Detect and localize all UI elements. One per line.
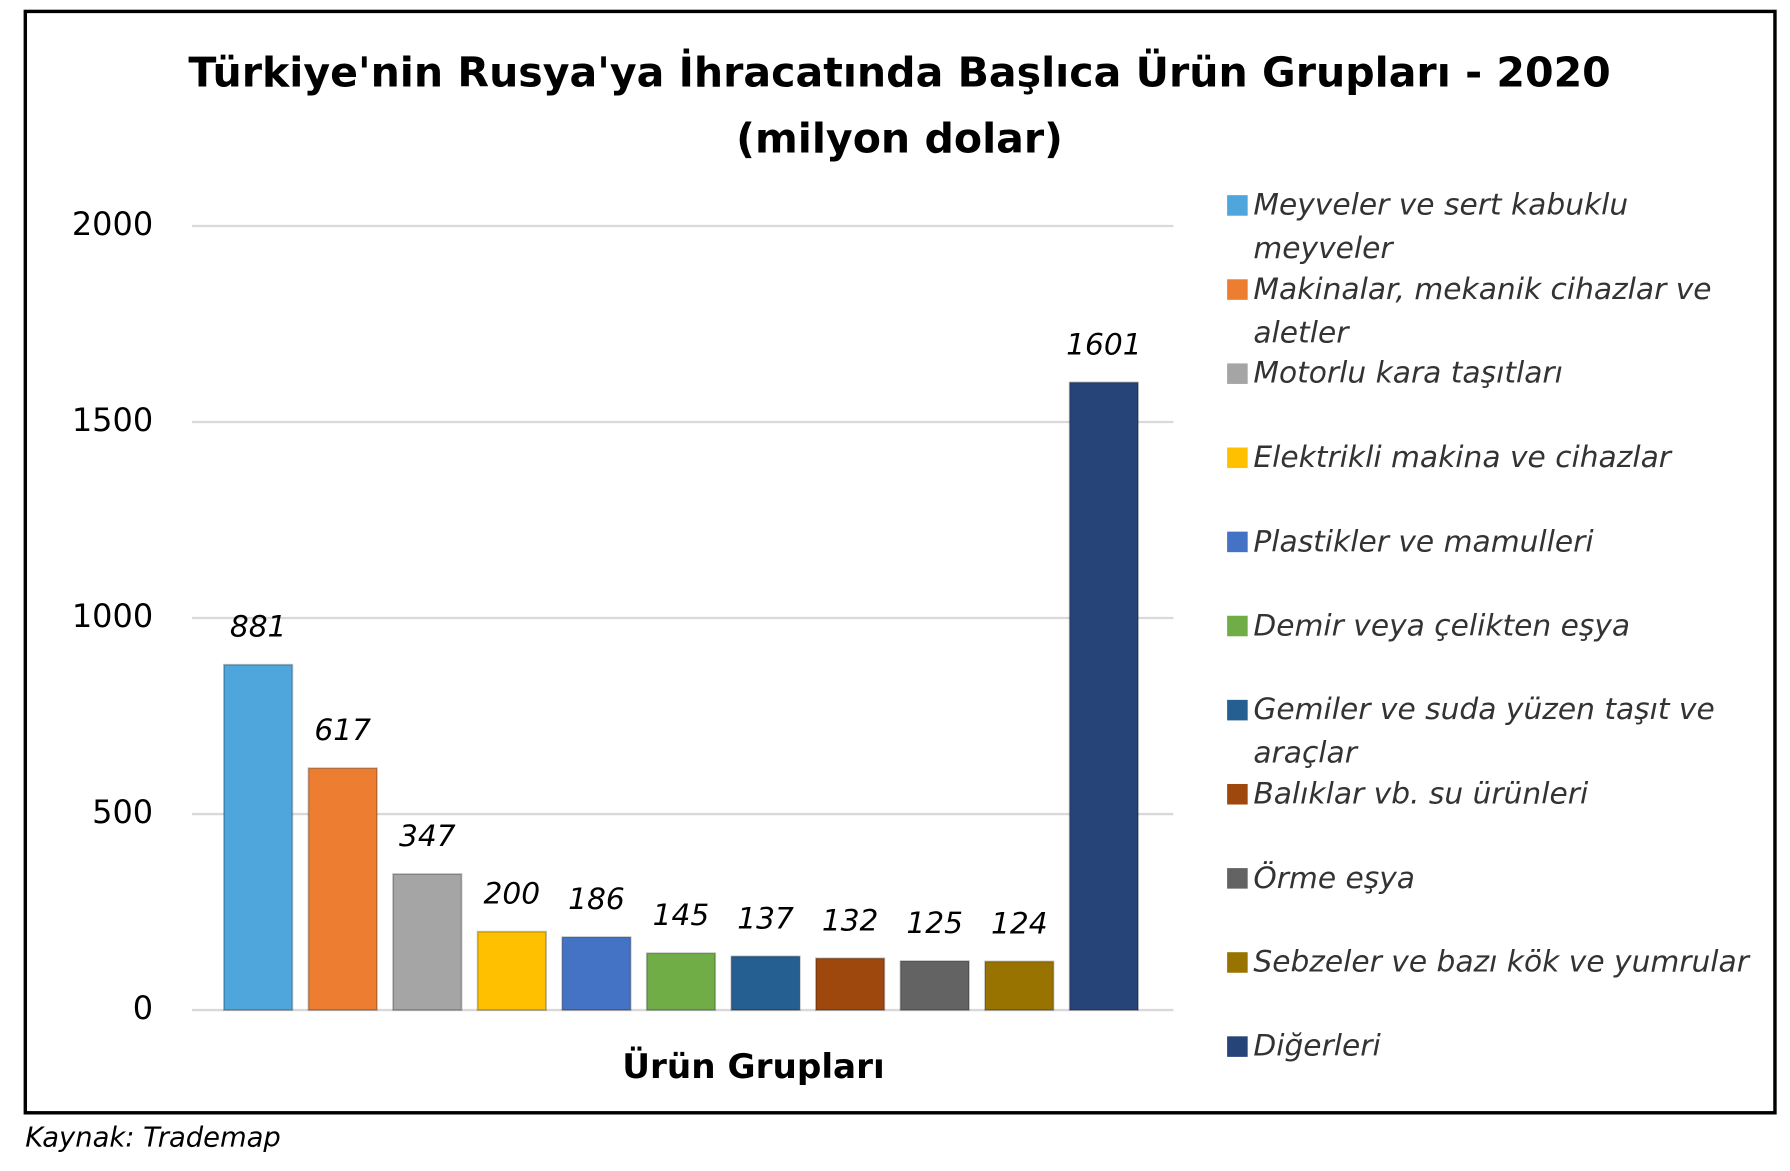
legend-item: Meyveler ve sert kabuklu meyveler [1253, 188, 1629, 266]
legend-label: Demir veya çelikten eşya [1253, 608, 1631, 644]
bar [476, 930, 547, 1011]
bar [815, 957, 886, 1011]
legend-item: Diğerleri [1253, 1029, 1381, 1064]
bar [392, 873, 463, 1011]
y-tick-label: 0 [133, 989, 153, 1027]
legend-swatch [1227, 531, 1248, 553]
data-label: 124 [991, 905, 1048, 940]
data-label: 347 [399, 818, 456, 853]
legend-label: Elektrikli makina ve cihazlar [1253, 440, 1671, 475]
legend-item: Plastikler ve mamulleri [1253, 524, 1594, 560]
legend-label: Plastikler ve mamulleri [1253, 524, 1594, 560]
y-tick-label: 500 [92, 793, 153, 831]
legend-swatch [1227, 447, 1248, 469]
y-tick-label: 2000 [72, 205, 153, 243]
legend-swatch [1227, 195, 1248, 216]
bar [1068, 381, 1139, 1011]
legend-swatch [1227, 363, 1248, 384]
data-label: 125 [906, 905, 963, 940]
legend-swatch [1227, 868, 1248, 889]
legend-swatch [1227, 615, 1248, 637]
chart-title: Türkiye'nin Rusya'ya İhracatında Başlıca… [188, 48, 1610, 96]
legend-label: Diğerleri [1253, 1029, 1381, 1064]
source: Kaynak: Trademap [25, 1123, 281, 1154]
legend-swatch [1227, 1036, 1248, 1057]
chart-subtitle: (milyon dolar) [736, 115, 1063, 163]
legend-label: Motorlu kara taşıtları [1253, 356, 1563, 391]
bar [223, 663, 294, 1011]
legend-item: Makinalar, mekanik cihazlar ve aletler [1253, 272, 1712, 351]
legend-item: Demir veya çelikten eşya [1253, 608, 1631, 644]
y-tick-label: 1500 [72, 401, 153, 439]
legend-swatch [1227, 783, 1248, 805]
legend-item: Örme eşya [1253, 861, 1415, 896]
bar [307, 767, 378, 1011]
legend-item: Elektrikli makina ve cihazlar [1253, 440, 1671, 475]
legend-label: Örme eşya [1253, 861, 1415, 896]
bar [730, 955, 801, 1011]
bar [561, 936, 632, 1011]
legend-item: Balıklar vb. su ürünleri [1253, 777, 1589, 812]
x-axis-label: Ürün Grupları [622, 1046, 885, 1087]
legend-label: Gemiler ve suda yüzen taşıt ve araçlar [1253, 692, 1715, 771]
bar [645, 952, 717, 1011]
legend-item: Motorlu kara taşıtları [1253, 356, 1563, 391]
data-label: 617 [314, 712, 371, 747]
legend-label: Sebzeler ve bazı kök ve yumrular [1253, 945, 1749, 980]
data-label: 186 [568, 881, 625, 916]
legend-label: Meyveler ve sert kabuklu meyveler [1253, 188, 1629, 266]
legend-swatch [1227, 952, 1248, 973]
data-label: 1601 [1066, 326, 1141, 361]
bar [984, 960, 1055, 1011]
legend-item: Sebzeler ve bazı kök ve yumrular [1253, 945, 1749, 980]
y-tick-label: 1000 [72, 597, 153, 635]
legend-swatch [1227, 699, 1248, 721]
bar [899, 960, 970, 1011]
legend-label: Balıklar vb. su ürünleri [1253, 777, 1589, 812]
data-label: 881 [230, 609, 287, 644]
data-label: 200 [484, 876, 541, 911]
legend-item: Gemiler ve suda yüzen taşıt ve araçlar [1253, 692, 1715, 771]
data-label: 132 [822, 902, 879, 937]
legend-swatch [1227, 279, 1248, 300]
legend-label: Makinalar, mekanik cihazlar ve aletler [1253, 272, 1712, 351]
data-label: 137 [737, 900, 794, 935]
data-label: 145 [653, 897, 710, 932]
